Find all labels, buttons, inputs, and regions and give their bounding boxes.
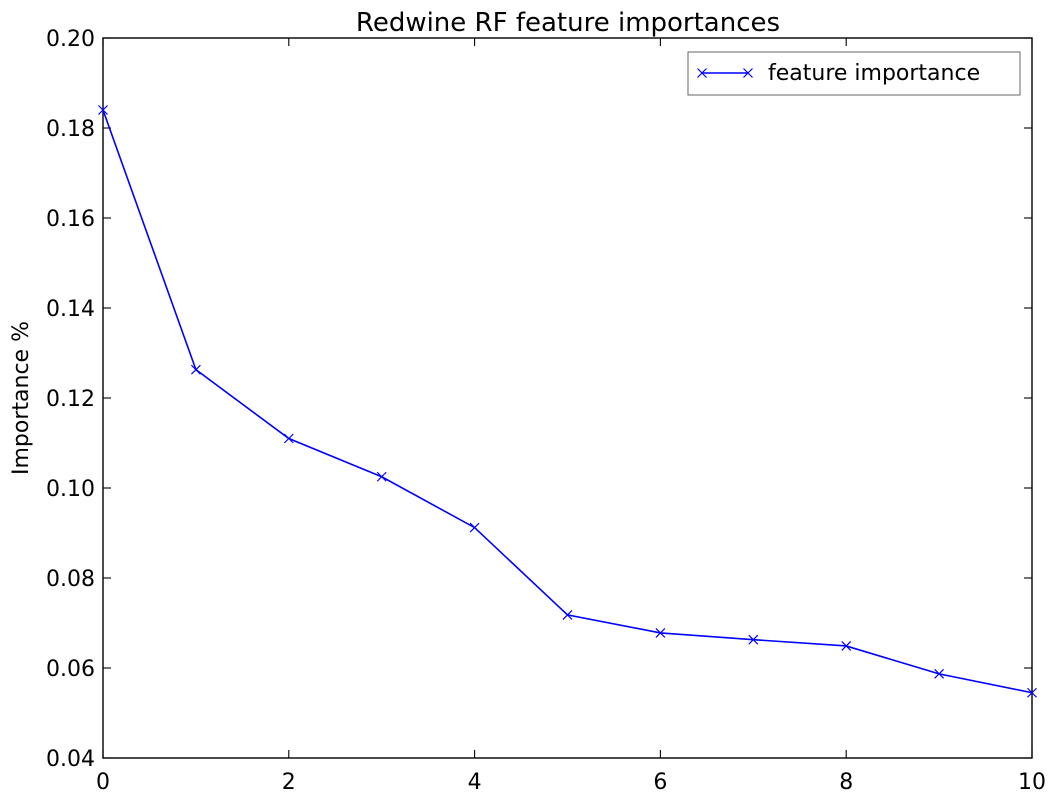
x-marker [562, 609, 573, 620]
x-marker-stroke [697, 68, 707, 78]
y-tick-label: 0.18 [46, 117, 95, 142]
x-marker-stroke [283, 433, 294, 444]
series-line [102, 109, 1033, 694]
x-tick-label: 8 [839, 770, 853, 795]
x-marker-stroke [655, 627, 666, 638]
x-marker-stroke [743, 68, 753, 78]
x-marker [469, 522, 480, 533]
y-axis-label: Importance % [9, 321, 34, 475]
x-marker-stroke [841, 641, 852, 651]
y-tick-label: 0.04 [46, 747, 95, 772]
x-tick-label: 6 [653, 770, 667, 795]
x-marker-stroke [1027, 687, 1037, 698]
x-marker [190, 364, 201, 375]
y-tick-label: 0.10 [46, 477, 95, 502]
y-tick-label: 0.14 [46, 297, 95, 322]
x-marker [697, 68, 707, 78]
y-tick-label: 0.06 [46, 657, 95, 682]
x-tick-label: 2 [282, 770, 296, 795]
x-marker [1027, 687, 1037, 698]
chart-title: Redwine RF feature importances [356, 8, 780, 38]
x-marker [934, 668, 945, 679]
series-layer [98, 105, 1037, 698]
x-marker-stroke [934, 668, 945, 679]
x-marker [98, 105, 108, 115]
y-tick-label: 0.12 [46, 387, 95, 412]
x-marker [655, 627, 666, 638]
x-marker-stroke [748, 634, 759, 645]
axis-ticks [102, 37, 1033, 759]
y-tick-label: 0.20 [46, 27, 95, 52]
x-marker [841, 641, 852, 651]
x-marker-stroke [376, 471, 387, 482]
x-marker-stroke [469, 522, 480, 533]
x-marker-stroke [562, 609, 573, 620]
legend: feature importance [687, 51, 1021, 96]
x-tick-label: 4 [468, 770, 482, 795]
x-marker [748, 634, 759, 645]
y-tick-label: 0.08 [46, 567, 95, 592]
tick-labels: 0 2 4 6 8 10 0.04 0.06 0.08 0.10 0.12 0.14 0.16 0.18 0… [46, 27, 1046, 795]
x-marker-stroke [98, 105, 108, 115]
x-tick-label: 0 [96, 770, 110, 795]
legend-label: feature importance [768, 61, 980, 86]
x-marker [743, 68, 753, 78]
x-marker [376, 471, 387, 482]
legend-marker-x [743, 68, 753, 78]
legend-marker-x [697, 68, 707, 78]
x-marker-stroke [190, 364, 201, 375]
x-marker [283, 433, 294, 444]
y-tick-label: 0.16 [46, 207, 95, 232]
x-tick-label: 10 [1018, 770, 1046, 795]
plot-area-frame [102, 37, 1033, 759]
